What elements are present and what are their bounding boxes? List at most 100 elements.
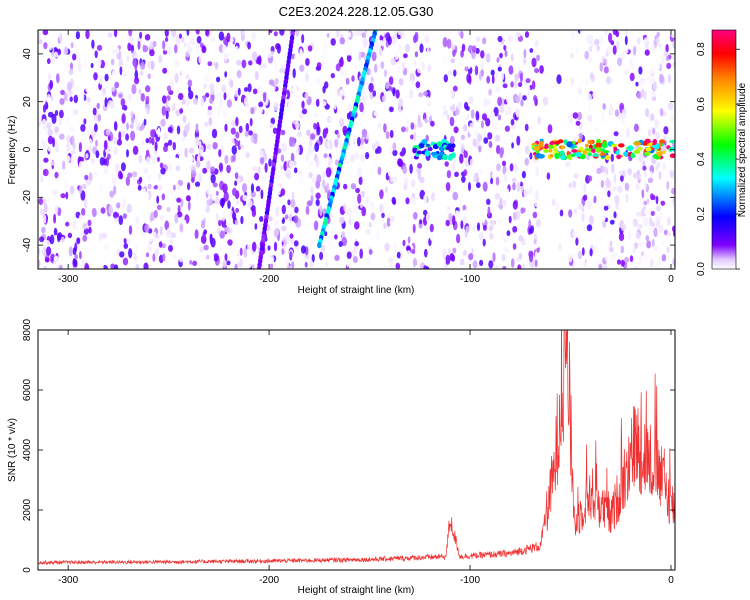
heatmap-cell <box>379 203 384 213</box>
heatmap-cell <box>240 102 245 112</box>
heatmap-cell <box>488 88 492 96</box>
heatmap-cell <box>372 143 376 151</box>
heatmap-cell <box>71 135 75 146</box>
heatmap-cell <box>46 122 52 130</box>
heatmap-cell <box>230 127 236 135</box>
heatmap-cell <box>592 92 596 98</box>
heatmap-cell <box>185 60 189 68</box>
heatmap-cell <box>121 198 127 208</box>
heatmap-cell <box>117 170 123 180</box>
heatmap-cell <box>96 44 103 51</box>
heatmap-cell <box>494 31 498 37</box>
heatmap-cell <box>280 165 284 171</box>
heatmap-cell <box>174 213 179 224</box>
heatmap-cell <box>138 88 142 95</box>
heatmap-cell <box>488 140 493 149</box>
heatmap-cell <box>499 203 503 210</box>
heatmap-cell <box>275 206 280 217</box>
heatmap-cell <box>661 253 667 262</box>
heatmap-cell <box>113 185 117 195</box>
heatmap-cell <box>339 189 344 201</box>
heatmap-cell <box>617 259 621 265</box>
heatmap-band-cell <box>582 149 587 155</box>
heatmap-cell <box>40 159 44 168</box>
heatmap-cell <box>175 135 181 144</box>
heatmap-cell <box>53 227 58 237</box>
heatmap-cell <box>164 30 169 37</box>
heatmap-cell <box>617 133 622 141</box>
heatmap-cell <box>245 164 251 175</box>
heatmap-cell <box>150 60 155 70</box>
heatmap-cell <box>636 260 642 269</box>
heatmap-cell <box>281 225 287 231</box>
heatmap-cell <box>188 90 194 100</box>
heatmap-cell <box>218 149 222 158</box>
heatmap-cell <box>503 44 507 51</box>
heatmap-cell <box>447 248 452 255</box>
heatmap-cell <box>116 202 121 209</box>
heatmap-cell <box>206 186 211 195</box>
heatmap-cell <box>245 152 250 158</box>
heatmap-cell <box>480 50 485 59</box>
heatmap-cell <box>466 73 471 84</box>
heatmap-cell <box>227 200 231 209</box>
heatmap-cell <box>155 108 159 117</box>
heatmap-band-cell <box>603 140 607 147</box>
heatmap-cell <box>41 118 47 126</box>
heatmap-cell <box>66 134 72 144</box>
heatmap-cell <box>80 124 86 132</box>
heatmap-cell <box>376 146 382 154</box>
heatmap-cell <box>652 127 656 135</box>
heatmap-cell <box>154 255 160 263</box>
heatmap-cell <box>568 182 572 188</box>
heatmap-band-cell <box>554 141 561 145</box>
heatmap-cell <box>472 138 478 148</box>
heatmap-cell <box>452 191 459 201</box>
heatmap-cell <box>391 34 397 45</box>
heatmap-cell <box>507 106 512 116</box>
heatmap-cell <box>304 253 310 259</box>
heatmap-cell <box>98 133 101 144</box>
heatmap-cell <box>97 114 102 122</box>
heatmap-cell <box>46 246 52 256</box>
heatmap-cell <box>64 180 68 189</box>
heatmap-cell <box>126 203 132 213</box>
heatmap-cell <box>615 30 620 38</box>
heatmap-cell <box>40 175 44 183</box>
heatmap-cell <box>403 53 408 59</box>
heatmap-cell <box>486 156 490 167</box>
heatmap-cell <box>445 182 451 192</box>
heatmap-cell <box>153 210 158 218</box>
heatmap-cell <box>619 102 625 111</box>
heatmap-cell <box>489 111 495 120</box>
heatmap-cell <box>536 54 540 62</box>
heatmap-cell <box>81 183 87 190</box>
heatmap-cell <box>242 194 248 202</box>
heatmap-cell <box>581 212 585 222</box>
heatmap-cell <box>604 58 608 66</box>
heatmap-cell <box>236 199 240 206</box>
heatmap-cell <box>109 190 115 198</box>
heatmap-cell <box>175 87 180 97</box>
heatmap-cell <box>338 58 344 68</box>
heatmap-cell <box>279 68 285 74</box>
heatmap-cell <box>133 252 137 261</box>
heatmap-cell <box>531 57 537 68</box>
heatmap-cell <box>442 55 448 66</box>
heatmap-cell <box>42 139 47 149</box>
heatmap-cell <box>665 56 670 62</box>
heatmap-cell <box>627 168 632 176</box>
heatmap-cell <box>397 158 402 167</box>
heatmap-cell <box>264 162 268 173</box>
heatmap-cell <box>77 63 82 73</box>
heatmap-cell <box>289 233 294 239</box>
heatmap-cell <box>572 180 577 189</box>
heatmap-cell <box>628 62 633 69</box>
heatmap-cell <box>354 221 360 230</box>
heatmap-cell <box>299 49 304 61</box>
heatmap-cell <box>567 253 573 263</box>
heatmap-cell <box>144 103 151 110</box>
heatmap-cell <box>305 153 309 163</box>
heatmap-cell <box>212 142 218 150</box>
